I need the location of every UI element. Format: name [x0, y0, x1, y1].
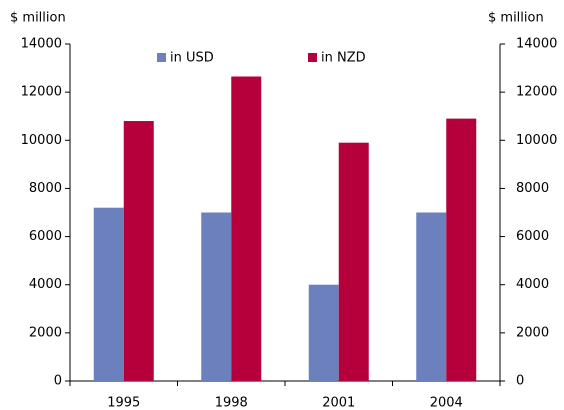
bar [93, 207, 124, 381]
y-axis-label: $ million [10, 11, 66, 26]
legend-swatch [157, 53, 166, 62]
y2-tick-label: 4000 [516, 277, 549, 292]
y2-tick-label: 10000 [516, 133, 557, 148]
x-tick-label: 2001 [322, 396, 355, 410]
y2-tick-label: 8000 [516, 181, 549, 196]
y-tick-label: 10000 [21, 133, 62, 148]
legend-swatch [308, 53, 317, 62]
bar [446, 118, 477, 381]
x-tick-label: 2004 [430, 396, 463, 410]
bar [338, 142, 369, 381]
y2-tick-label: 12000 [516, 85, 557, 100]
legend-label: in USD [170, 51, 214, 66]
y2-tick-label: 14000 [516, 37, 557, 52]
y-tick-label: 4000 [29, 277, 62, 292]
x-tick-label: 1998 [215, 396, 248, 410]
y2-tick-label: 0 [516, 374, 524, 389]
y-tick-label: 6000 [29, 229, 62, 244]
legend-label: in NZD [321, 51, 366, 66]
bar [123, 121, 154, 382]
y-tick-label: 14000 [21, 37, 62, 52]
bar [308, 284, 339, 381]
bar [416, 212, 447, 381]
y2-tick-label: 2000 [516, 325, 549, 340]
y2-tick-label: 6000 [516, 229, 549, 244]
y-tick-label: 2000 [29, 325, 62, 340]
y2-axis-label: $ million [488, 11, 544, 26]
bar [231, 76, 262, 381]
bar [201, 212, 232, 381]
x-tick-label: 1995 [107, 396, 140, 410]
y-tick-label: 12000 [21, 85, 62, 100]
y-tick-label: 0 [54, 374, 62, 389]
y-tick-label: 8000 [29, 181, 62, 196]
